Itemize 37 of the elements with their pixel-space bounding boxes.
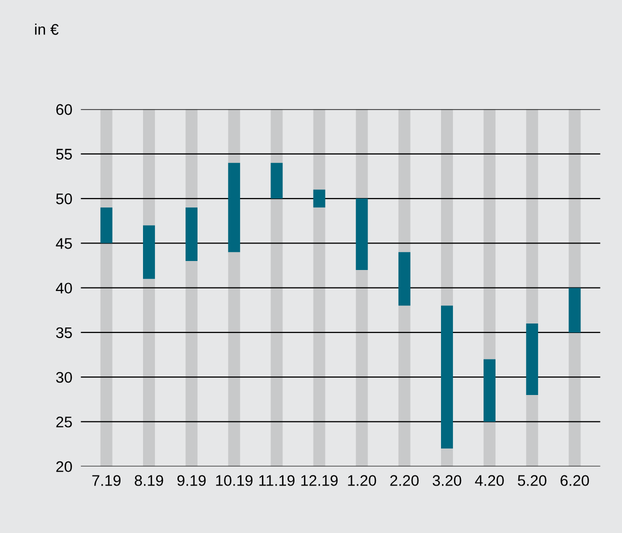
x-tick-label: 9.19: [177, 475, 206, 486]
bar: [484, 359, 496, 422]
x-tick-label: 10.19: [216, 475, 253, 486]
x-tick-label: 1.20: [348, 475, 376, 486]
bar: [356, 198, 368, 270]
x-tick-label: 2.20: [390, 475, 419, 486]
bar: [568, 288, 581, 332]
x-tick-label: 12.19: [301, 475, 338, 486]
y-tick-label: 50: [56, 193, 72, 204]
bar: [100, 207, 112, 244]
y-tick-label: 55: [56, 148, 72, 160]
bar: [313, 190, 326, 208]
bar: [313, 109, 326, 466]
y-tick-label: 20: [56, 461, 72, 472]
bar: [228, 162, 240, 252]
y-tick-label: 40: [56, 282, 72, 294]
x-tick-label: 4.20: [475, 475, 504, 486]
x-tick-label: 5.20: [518, 475, 546, 486]
x-tick-label: 8.19: [134, 475, 164, 486]
y-tick-label: 45: [56, 238, 72, 249]
bar: [143, 225, 155, 279]
x-tick-label: 7.19: [92, 475, 121, 486]
bar: [526, 324, 538, 395]
bar: [186, 207, 198, 262]
y-tick-label: 30: [56, 372, 72, 383]
x-tick-label: 11.19: [259, 475, 295, 486]
y-tick-label: 25: [56, 416, 72, 428]
x-tick-label: 6.20: [560, 475, 589, 486]
y-tick-label: 35: [56, 327, 72, 338]
bar: [270, 109, 283, 466]
bar: [270, 162, 283, 199]
bar: [398, 252, 410, 306]
x-tick-label: 3.20: [432, 475, 462, 486]
y-tick-label: 60: [56, 104, 72, 115]
bar: [441, 306, 453, 449]
bar: [100, 109, 112, 466]
y-axis-title: in €: [35, 24, 59, 35]
